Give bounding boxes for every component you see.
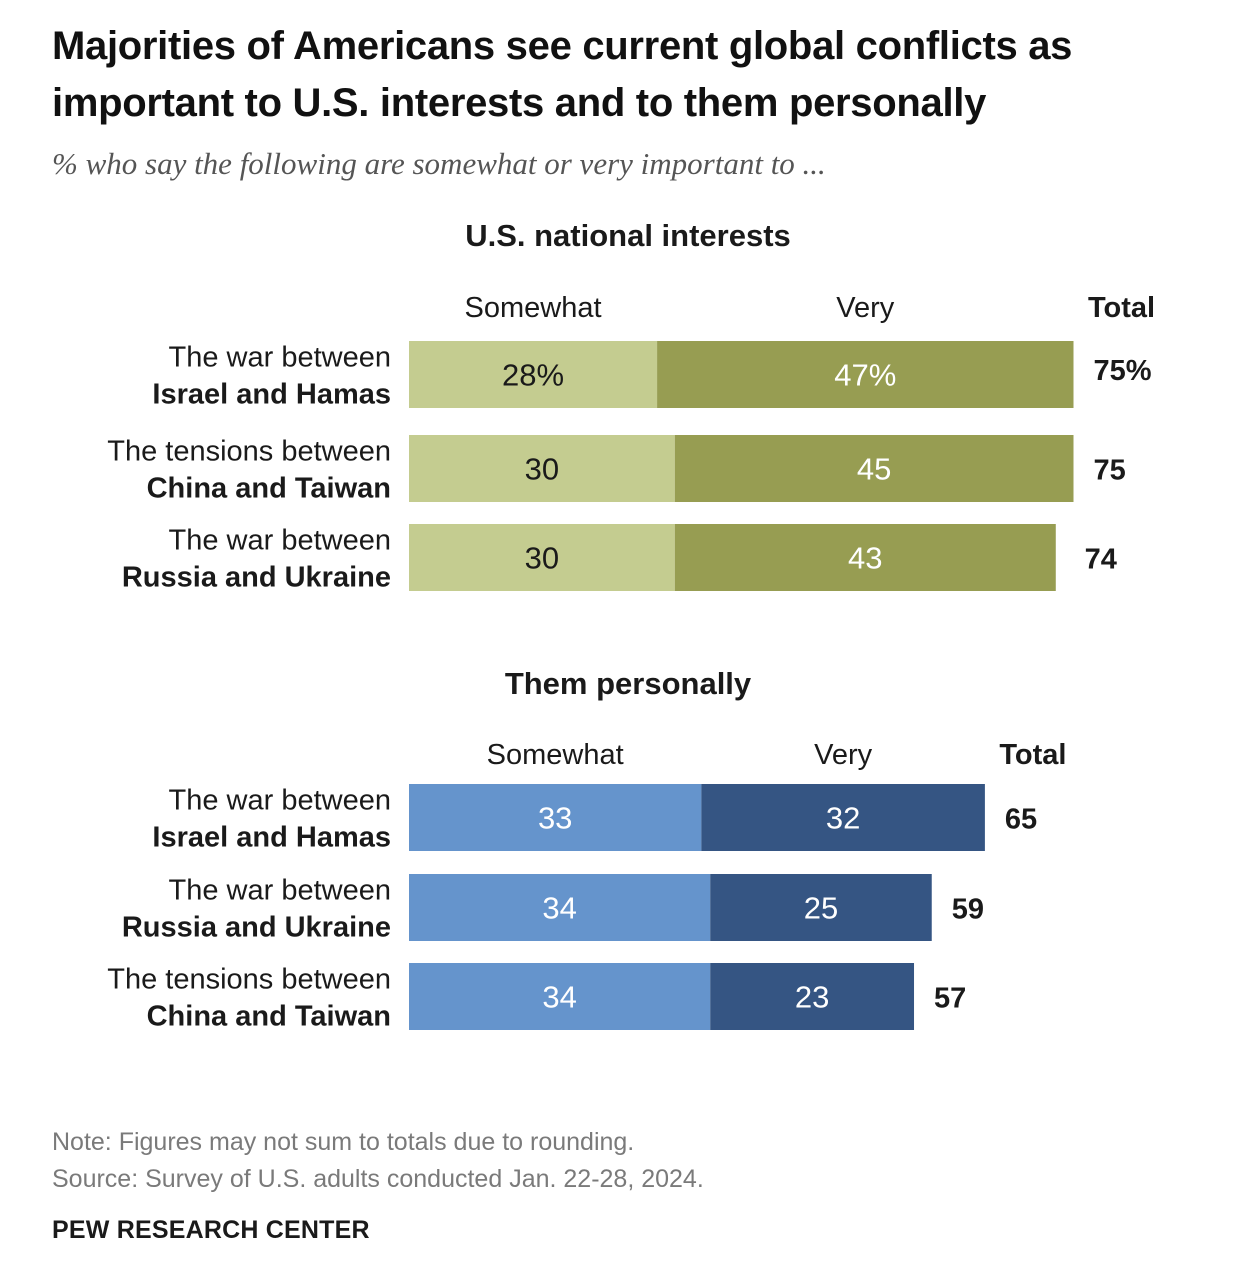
us-bar-somewhat-label: 30	[525, 452, 559, 487]
us-total-label: 74	[1085, 544, 1117, 576]
us-category-label-line1: The war between	[169, 525, 391, 557]
personal-bar-very-label: 25	[804, 891, 838, 926]
personal-bar-somewhat	[409, 784, 702, 851]
brand-logo-text: PEW RESEARCH CENTER	[52, 1216, 370, 1244]
us-category-label-line2: China and Taiwan	[147, 473, 391, 505]
chart-subtitle: % who say the following are somewhat or …	[52, 146, 826, 181]
personal-total-label: 65	[1005, 804, 1037, 836]
us-category-label-line1: The tensions between	[107, 436, 391, 468]
personal-bar-somewhat-label: 33	[538, 801, 572, 836]
us-header-somewhat: Somewhat	[465, 292, 602, 324]
personal-bar-somewhat-label: 34	[542, 891, 576, 926]
source-text: Source: Survey of U.S. adults conducted …	[52, 1165, 704, 1193]
personal-bar-very-label: 32	[826, 801, 860, 836]
us-bar-very-label: 43	[848, 541, 882, 576]
note-text: Note: Figures may not sum to totals due …	[52, 1128, 635, 1156]
us-bar-somewhat-label: 28%	[502, 358, 564, 393]
us-bar-very	[657, 341, 1074, 408]
us-panel-title: U.S. national interests	[465, 218, 791, 253]
us-bar-very	[674, 524, 1056, 591]
personal-bar-very	[710, 963, 915, 1030]
personal-header-total: Total	[999, 739, 1066, 771]
chart-title: Majorities of Americans see current glob…	[52, 24, 1073, 125]
us-category-label-line2: Israel and Hamas	[152, 379, 391, 411]
us-total-label: 75%	[1094, 355, 1152, 387]
personal-panel-title: Them personally	[505, 666, 752, 701]
personal-category-label-line1: The tensions between	[107, 964, 391, 996]
footnotes: Note: Figures may not sum to totals due …	[52, 1124, 704, 1198]
us-header-very: Very	[836, 292, 895, 324]
us-bar-somewhat	[409, 341, 658, 408]
personal-total-label: 59	[952, 894, 984, 926]
us-bar-somewhat-label: 30	[525, 541, 559, 576]
personal-total-label: 57	[934, 983, 966, 1015]
us-header-total: Total	[1088, 292, 1155, 324]
personal-category-label-line2: Israel and Hamas	[152, 822, 391, 854]
personal-category-label-line2: Russia and Ukraine	[122, 912, 391, 944]
personal-bar-somewhat	[409, 874, 711, 941]
us-bar-somewhat	[409, 435, 675, 502]
us-bar-very-label: 45	[857, 452, 891, 487]
personal-bar-very	[701, 784, 985, 851]
personal-bar-very-label: 23	[795, 980, 829, 1015]
us-bar-very	[674, 435, 1074, 502]
personal-header-very: Very	[814, 739, 873, 771]
personal-bar-very	[710, 874, 932, 941]
us-bar-very-label: 47%	[834, 358, 896, 393]
us-total-label: 75	[1094, 455, 1126, 487]
personal-header-somewhat: Somewhat	[487, 739, 624, 771]
personal-bar-somewhat	[409, 963, 711, 1030]
us-category-label-line2: Russia and Ukraine	[122, 562, 391, 594]
personal-bar-somewhat-label: 34	[542, 980, 576, 1015]
us-category-label-line1: The war between	[169, 342, 391, 374]
us-bar-somewhat	[409, 524, 675, 591]
personal-category-label-line2: China and Taiwan	[147, 1001, 391, 1033]
personal-category-label-line1: The war between	[169, 785, 391, 817]
personal-category-label-line1: The war between	[169, 875, 391, 907]
